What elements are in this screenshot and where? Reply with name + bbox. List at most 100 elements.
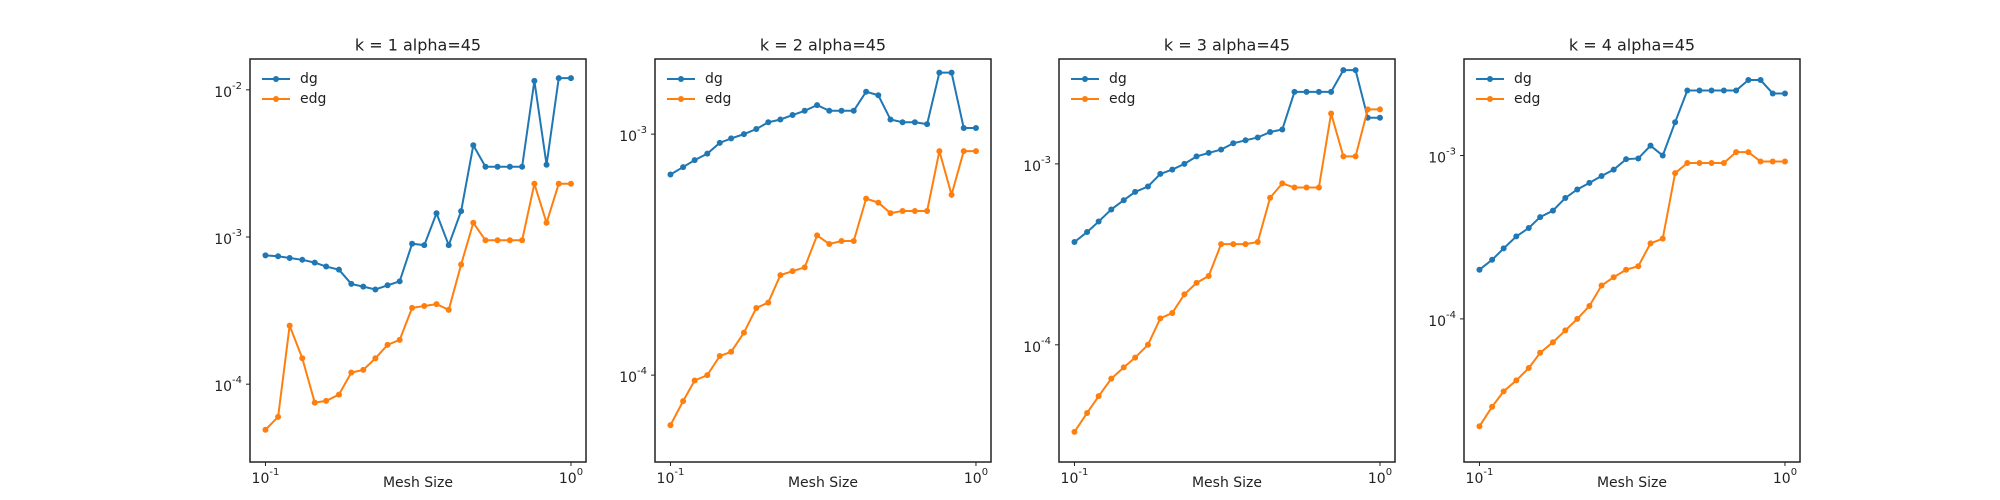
series-marker [680,398,687,405]
series-marker [1659,235,1666,242]
series-marker [1071,239,1078,246]
series-marker [494,237,501,244]
legend-marker [273,96,279,102]
y-tick-label: 10-3 [1023,155,1051,175]
series-marker [863,195,870,202]
series-marker [1525,225,1532,232]
legend-label: dg [1514,71,1532,87]
series-marker [1635,263,1642,270]
series-marker [1598,172,1605,179]
series-marker [1684,160,1691,167]
series-marker [1610,166,1617,173]
series-marker [262,252,269,259]
series-marker [1084,409,1091,416]
series-marker [1574,186,1581,193]
series-marker [1696,160,1703,167]
series-marker [850,107,857,114]
series-marker [1132,188,1139,195]
series-marker [1328,88,1335,95]
series-marker [1476,266,1483,273]
series-marker [1733,87,1740,94]
series-marker [887,116,894,123]
series-marker [728,135,735,142]
series-line [669,71,976,176]
series-marker [1230,241,1237,248]
series-marker [1537,349,1544,356]
series-marker [716,353,723,360]
series-marker [1720,87,1727,94]
legend-label: edg [300,91,326,107]
series-marker [543,161,550,168]
series-marker [740,329,747,336]
series-marker [543,219,550,226]
series-marker [262,426,269,433]
series-marker [1120,364,1127,371]
series-marker [1574,315,1581,322]
series-line [1478,79,1785,271]
series-marker [1071,428,1078,435]
series-marker [1708,87,1715,94]
series-marker [458,208,465,215]
series-marker [1513,233,1520,240]
series-marker [1769,90,1776,97]
series-marker [1157,315,1164,322]
series-marker [384,282,391,289]
series-marker [1659,152,1666,159]
series-marker [384,341,391,348]
series-marker [1169,166,1176,173]
series-marker [1733,149,1740,156]
series-marker [299,355,306,362]
series-marker [753,126,760,133]
series-marker [1364,106,1371,113]
series-marker [494,163,501,170]
series-marker [1562,194,1569,201]
series-marker [360,366,367,373]
y-tick-label: 10-4 [214,375,242,395]
series-marker [372,355,379,362]
y-tick-label: 10-3 [214,228,242,248]
chart-title: k = 1 alpha=45 [355,36,481,55]
series-marker [765,299,772,306]
x-tick-label: 10-1 [657,467,685,487]
series-marker [421,302,428,309]
series-marker [814,102,821,109]
series-marker [728,348,735,355]
series-marker [1352,67,1359,74]
series-marker [765,119,772,126]
series-marker [838,107,845,114]
x-tick-label: 100 [1773,467,1797,487]
series-marker [1315,88,1322,95]
series-marker [506,237,513,244]
series-marker [1095,218,1102,225]
x-tick-label: 100 [964,467,988,487]
series-marker [1230,140,1237,147]
series-marker [789,112,796,119]
series-marker [1376,106,1383,113]
series-marker [972,148,979,155]
series-marker [1647,142,1654,149]
series-marker [286,322,293,329]
series-marker [531,77,538,84]
series-marker [506,163,513,170]
series-marker [299,256,306,263]
legend-label: dg [1109,71,1127,87]
series-line [1478,151,1785,427]
series-marker [1500,245,1507,252]
series-marker [433,210,440,217]
series-marker [409,304,416,311]
series-marker [936,148,943,155]
series-marker [753,304,760,311]
series-marker [1635,155,1642,162]
series-marker [360,283,367,290]
chart-title: k = 4 alpha=45 [1569,36,1695,55]
plot-frame [1463,58,1801,463]
series-marker [716,139,723,146]
legend-marker [1082,76,1088,82]
series-marker [1205,273,1212,280]
series-marker [1376,114,1383,121]
series-marker [1352,153,1359,160]
series-marker [1181,291,1188,298]
series-marker [458,261,465,268]
series-marker [335,391,342,398]
series-marker [899,119,906,126]
